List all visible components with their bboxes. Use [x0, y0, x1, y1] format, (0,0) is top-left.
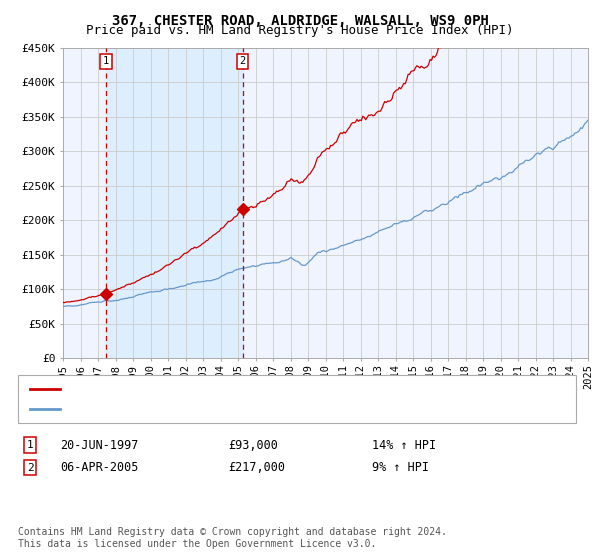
- Text: 2: 2: [26, 463, 34, 473]
- Text: 2: 2: [239, 57, 246, 67]
- Text: 1: 1: [103, 57, 109, 67]
- Text: 1: 1: [26, 440, 34, 450]
- Text: 367, CHESTER ROAD, ALDRIDGE, WALSALL, WS9 0PH: 367, CHESTER ROAD, ALDRIDGE, WALSALL, WS…: [112, 14, 488, 28]
- Bar: [106, 48, 243, 358]
- Text: HPI: Average price, detached house, Walsall: HPI: Average price, detached house, Wals…: [69, 403, 376, 416]
- Text: £93,000: £93,000: [228, 438, 278, 452]
- Text: 20-JUN-1997: 20-JUN-1997: [60, 438, 139, 452]
- Text: 14% ↑ HPI: 14% ↑ HPI: [372, 438, 436, 452]
- Text: 9% ↑ HPI: 9% ↑ HPI: [372, 461, 429, 474]
- Text: 367, CHESTER ROAD, ALDRIDGE, WALSALL, WS9 0PH (detached house): 367, CHESTER ROAD, ALDRIDGE, WALSALL, WS…: [69, 382, 511, 395]
- Text: 06-APR-2005: 06-APR-2005: [60, 461, 139, 474]
- Text: Contains HM Land Registry data © Crown copyright and database right 2024.
This d: Contains HM Land Registry data © Crown c…: [18, 527, 447, 549]
- Text: £217,000: £217,000: [228, 461, 285, 474]
- Text: Price paid vs. HM Land Registry's House Price Index (HPI): Price paid vs. HM Land Registry's House …: [86, 24, 514, 36]
